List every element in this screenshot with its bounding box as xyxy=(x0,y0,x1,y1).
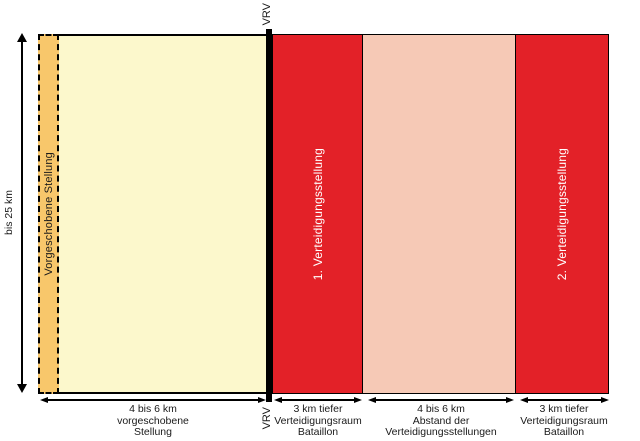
zone-label: 2. Verteidigungsstellung xyxy=(555,147,569,281)
zone-label: 1. Verteidigungsstellung xyxy=(310,147,325,281)
zone-verteidigungsstellung-2: 2. Verteidigungsstellung xyxy=(515,34,609,394)
arrow-left-icon xyxy=(368,396,376,403)
measurement-arrow-abstand xyxy=(368,396,514,404)
zone-vorfeld xyxy=(59,34,268,394)
arrow-up-icon xyxy=(17,33,27,42)
arrow-right-icon xyxy=(601,396,609,403)
arrow-left-icon xyxy=(520,396,528,403)
measurement-arrow-vorgeschobene xyxy=(40,396,266,404)
zone-abstand xyxy=(363,34,515,394)
depth-scale-label-wrap: bis 25 km xyxy=(0,34,18,390)
measurement-label-vorgeschobene: 4 bis 6 km vorgeschobene Stellung xyxy=(117,403,189,438)
depth-scale-label: bis 25 km xyxy=(3,189,15,235)
vrv-label-top: VRV xyxy=(261,2,273,26)
zone-vorgeschobene-stellung: Vorgeschobene Stellung xyxy=(38,34,59,394)
vrv-label-top-wrap: VRV xyxy=(259,0,275,28)
arrow-left-icon xyxy=(40,396,48,403)
zone-verteidigungsstellung-1: 1. Verteidigungsstellung xyxy=(272,34,363,394)
arrow-left-icon xyxy=(274,396,282,403)
vrv-line xyxy=(266,29,272,402)
depth-scale-arrow-line xyxy=(21,40,23,386)
measurement-label-abstand: 4 bis 6 km Abstand der Verteidigungsstel… xyxy=(385,403,497,438)
zone-label: Vorgeschobene Stellung xyxy=(42,152,55,276)
arrow-down-icon xyxy=(17,384,27,393)
arrow-right-icon xyxy=(354,396,362,403)
measurement-label-raum1: 3 km tiefer Verteidigungsraum Bataillon xyxy=(274,403,362,438)
measurement-arrow-raum1 xyxy=(274,396,362,404)
arrow-right-icon xyxy=(506,396,514,403)
arrow-right-icon xyxy=(258,396,266,403)
measurement-arrow-raum2 xyxy=(520,396,609,404)
measurement-label-raum2: 3 km tiefer Verteidigungsraum Bataillon xyxy=(520,403,608,438)
